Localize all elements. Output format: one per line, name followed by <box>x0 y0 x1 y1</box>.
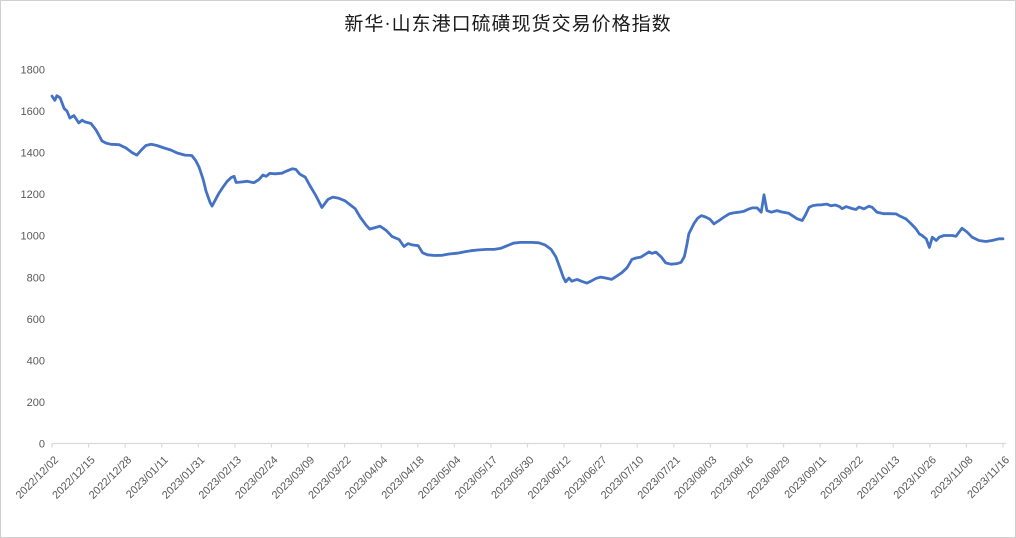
y-axis-labels: 0 200 400 600 800 1000 1200 1400 1600 1800 <box>21 65 45 451</box>
x-axis <box>51 442 1006 448</box>
y-tick-label: 1000 <box>21 231 45 243</box>
y-tick-label: 1800 <box>21 65 45 77</box>
x-axis-labels: 2022/12/022022/12/152022/12/282023/01/11… <box>14 454 1012 501</box>
y-tick-label: 400 <box>27 355 45 367</box>
y-tick-label: 200 <box>27 397 45 409</box>
y-tick-label: 1200 <box>21 189 45 201</box>
chart-title: 新华·山东港口硫磺现货交易价格指数 <box>344 14 672 35</box>
y-tick-label: 600 <box>27 314 45 326</box>
y-tick-label: 800 <box>27 272 45 284</box>
series-polyline <box>50 94 1005 285</box>
y-tick-label: 0 <box>39 439 45 451</box>
y-tick-label: 1400 <box>21 148 45 160</box>
series-line <box>50 94 1005 285</box>
y-tick-label: 1600 <box>21 106 45 118</box>
